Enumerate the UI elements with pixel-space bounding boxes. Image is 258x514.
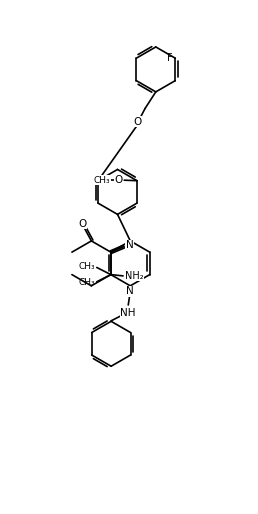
Text: CH₃: CH₃: [79, 278, 95, 287]
Text: N: N: [126, 240, 134, 250]
Text: CH₃: CH₃: [94, 176, 110, 185]
Text: F: F: [167, 53, 173, 63]
Text: O: O: [115, 175, 123, 185]
Text: NH: NH: [120, 307, 136, 318]
Text: NH₂: NH₂: [125, 271, 143, 281]
Text: O: O: [134, 117, 142, 127]
Text: N: N: [126, 286, 134, 297]
Text: O: O: [78, 219, 87, 229]
Text: CH₃: CH₃: [79, 262, 95, 271]
